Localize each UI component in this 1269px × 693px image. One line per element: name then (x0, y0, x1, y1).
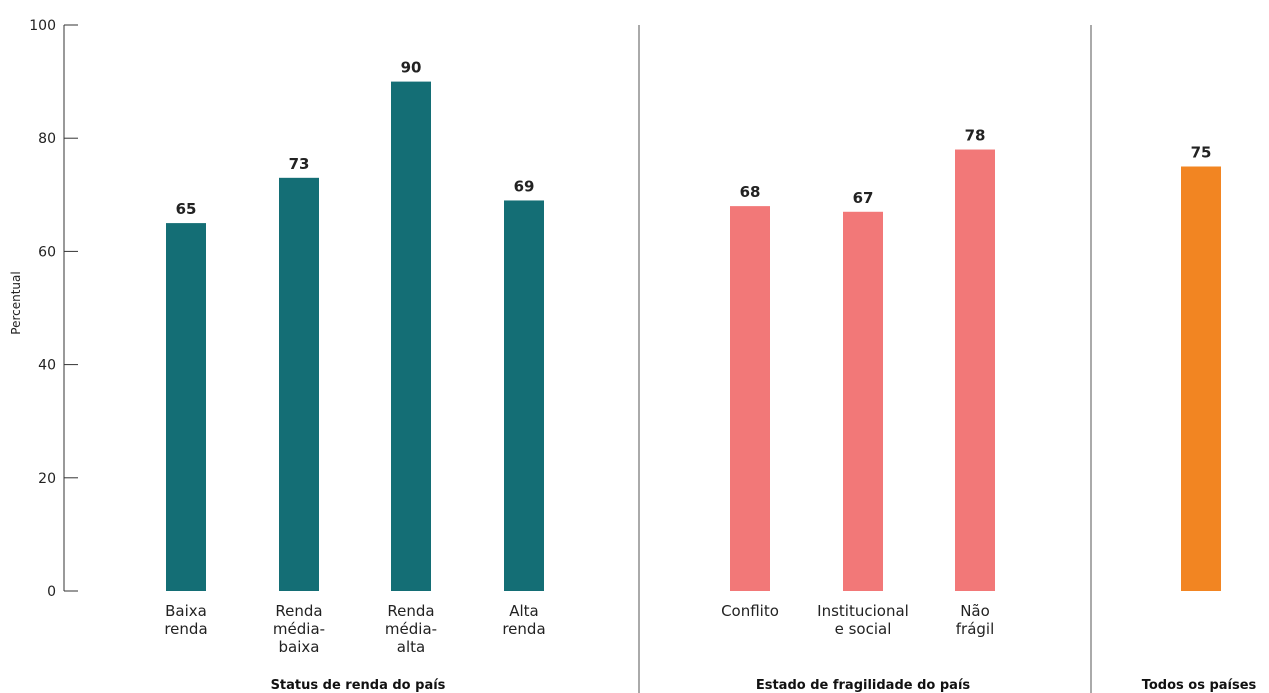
category-label: Renda (387, 602, 434, 620)
bar (1181, 166, 1221, 591)
bar-value-label: 90 (401, 59, 422, 77)
bar-value-label: 75 (1191, 144, 1212, 162)
bar (391, 81, 431, 591)
category-label: Baixa (165, 602, 207, 620)
category-label: Renda (275, 602, 322, 620)
bar (730, 206, 770, 591)
group-label: Status de renda do país (271, 678, 446, 693)
y-tick-label: 20 (38, 471, 56, 487)
bar-value-label: 78 (965, 127, 986, 145)
category-label: Conflito (721, 602, 779, 620)
y-axis-title: Percentual (9, 271, 23, 334)
bar-value-label: 65 (176, 200, 197, 218)
y-tick-label: 0 (47, 584, 56, 600)
category-label: média- (273, 620, 325, 638)
y-ticks: 0 20 40 60 80 100 (29, 18, 78, 600)
group-separators (638, 25, 1092, 693)
category-label: alta (397, 638, 425, 656)
category-label: e social (835, 620, 892, 638)
bar (166, 223, 206, 591)
category-label: renda (164, 620, 207, 638)
bar (504, 200, 544, 591)
category-label: média- (385, 620, 437, 638)
bar-value-label: 67 (853, 189, 874, 207)
y-tick-label: 40 (38, 358, 56, 374)
y-tick-label: 80 (38, 131, 56, 147)
y-tick-label: 100 (29, 18, 56, 34)
bar-value-label: 69 (514, 177, 535, 195)
bar (843, 211, 883, 591)
bar-value-label: 73 (289, 155, 310, 173)
bar-value-label: 68 (740, 183, 761, 201)
category-label: baixa (279, 638, 320, 656)
category-label: renda (502, 620, 545, 638)
bars (166, 81, 1221, 591)
bar (279, 177, 319, 591)
category-label: frágil (956, 620, 995, 638)
group-label: Estado de fragilidade do país (756, 678, 971, 693)
category-label: Não (960, 602, 990, 620)
group-label: Todos os países (1142, 678, 1257, 693)
bar (955, 149, 995, 591)
y-tick-label: 60 (38, 244, 56, 260)
category-label: Institucional (817, 602, 909, 620)
labels: 65Baixarenda73Rendamédia-baixa90Rendaméd… (164, 59, 1256, 693)
category-label: Alta (509, 602, 539, 620)
